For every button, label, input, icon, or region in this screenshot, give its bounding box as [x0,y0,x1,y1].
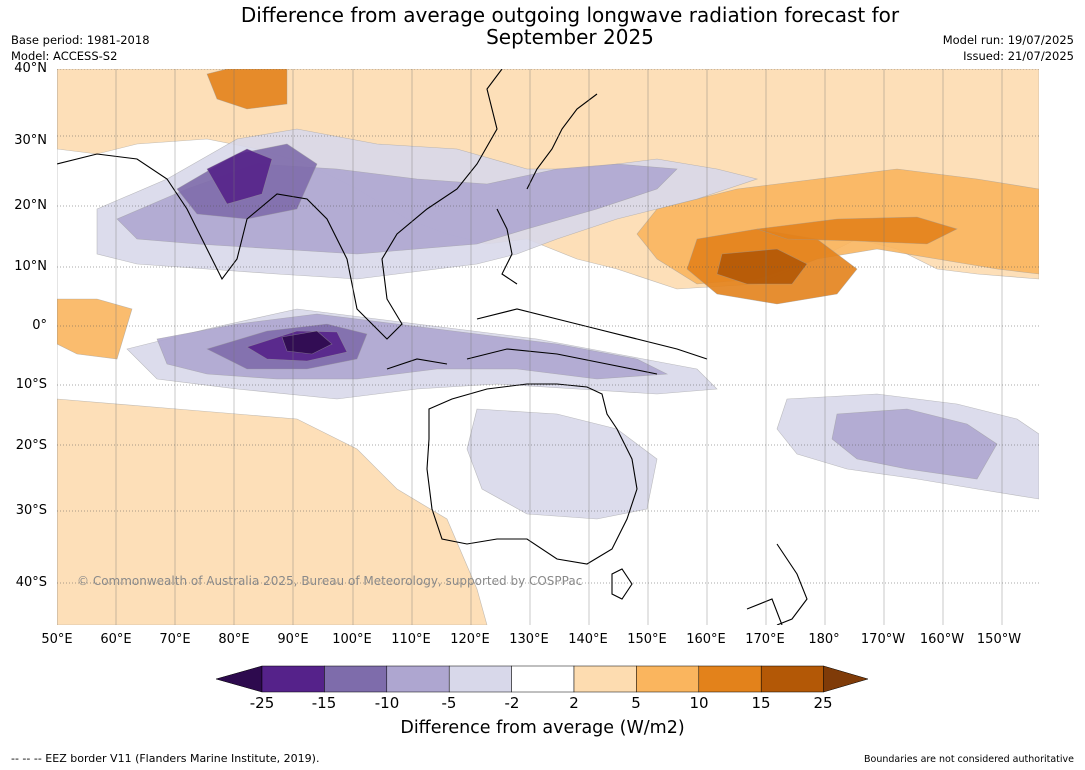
colorbar-seg-8 [698,665,762,693]
region-negative-5-south-pacific [831,408,998,480]
colorbar-tick-4: -2 [504,694,520,712]
lat-label-10s: 10°S [15,377,47,392]
colorbar-seg-1 [261,665,325,693]
lat-label-30n: 30°N [14,133,47,148]
title-line-2: September 2025 [486,25,654,49]
region-tibet-positive [206,69,288,110]
region-negative-15-india [206,148,273,205]
lon-label-150e: 150°E [627,632,667,647]
lat-label-0: 0° [32,318,47,333]
lon-label-140e: 140°E [568,632,608,647]
region-west-positive [57,298,133,360]
lat-label-40s: 40°S [15,575,47,590]
base-period: Base period: 1981-2018 [11,33,150,47]
lon-label-70e: 70°E [159,632,191,647]
colorbar-seg-6 [573,665,637,693]
lon-label-120e: 120°E [450,632,490,647]
colorbar-tick-2: -10 [374,694,400,712]
lon-label-60e: 60°E [100,632,132,647]
colorbar-tick-7: 10 [689,694,709,712]
lon-label-150w: 150°W [976,632,1022,647]
eez-footnote: -- -- -- EEZ border V11 (Flanders Marine… [11,752,320,765]
lon-label-100e: 100°E [332,632,372,647]
lat-label-30s: 30°S [15,503,47,518]
colorbar-seg-5 [511,665,575,693]
lon-label-50e: 50°E [41,632,73,647]
lon-label-80e: 80°E [218,632,250,647]
colorbar-tick-5: 2 [569,694,579,712]
olr-anomaly-map [57,69,1039,625]
region-southwest-positive [57,398,488,625]
colorbar-seg-7 [636,665,700,693]
east-asia-islands [496,93,598,285]
lon-label-170w: 170°W [860,632,906,647]
issued-date: Issued: 21/07/2025 [963,49,1074,63]
lat-label-10n: 10°N [14,259,47,274]
lat-label-40n: 40°N [14,61,47,76]
region-negative-2-australia [466,408,658,520]
colorbar-seg-2 [324,665,388,693]
lon-label-110e: 110°E [391,632,431,647]
boundaries-disclaimer: Boundaries are not considered authoritat… [864,754,1074,765]
asia-coastline [57,69,503,340]
lon-label-170e: 170°E [745,632,785,647]
colorbar-tick-0: -25 [249,694,275,712]
colorbar-seg-3 [386,665,450,693]
copyright-notice: © Commonwealth of Australia 2025, Bureau… [77,574,583,588]
maritime-continent-coastline [386,308,708,375]
meridians [57,69,1003,625]
lon-label-160e: 160°E [686,632,726,647]
anomaly-contours [57,69,1039,625]
lat-label-20n: 20°N [14,198,47,213]
australia-coastline [426,383,638,565]
region-positive-15-north [756,216,958,245]
region-negative-25-indian-ocean [281,330,333,355]
lon-label-180: 180° [808,632,840,647]
new-zealand-coastline [746,543,808,625]
lon-label-130e: 130°E [509,632,549,647]
title-line-1: Difference from average outgoing longwav… [240,3,900,27]
lat-label-20s: 20°S [15,438,47,453]
meta-left: Base period: 1981-2018 Model: ACCESS-S2 [11,32,150,64]
lon-label-90e: 90°E [277,632,309,647]
colorbar-seg-4 [448,665,512,693]
lon-label-160w: 160°W [919,632,965,647]
map-title: Difference from average outgoing longwav… [170,4,970,48]
model-run: Model run: 19/07/2025 [942,33,1074,47]
colorbar-tick-6: 5 [631,694,641,712]
meta-right: Model run: 19/07/2025 Issued: 21/07/2025 [943,32,1074,64]
colorbar-tick-3: -5 [441,694,457,712]
tasmania-coastline [611,568,633,600]
colorbar-tick-8: 15 [751,694,771,712]
region-positive-25 [716,248,808,285]
colorbar [216,665,869,693]
colorbar-title: Difference from average (W/m2) [400,718,685,738]
colorbar-seg-9 [760,665,824,693]
model-name: Model: ACCESS-S2 [11,49,118,63]
colorbar-seg-10 [823,665,869,693]
coastlines [57,69,808,625]
colorbar-tick-9: 25 [813,694,833,712]
colorbar-tick-1: -15 [311,694,337,712]
colorbar-seg-0 [216,665,263,693]
